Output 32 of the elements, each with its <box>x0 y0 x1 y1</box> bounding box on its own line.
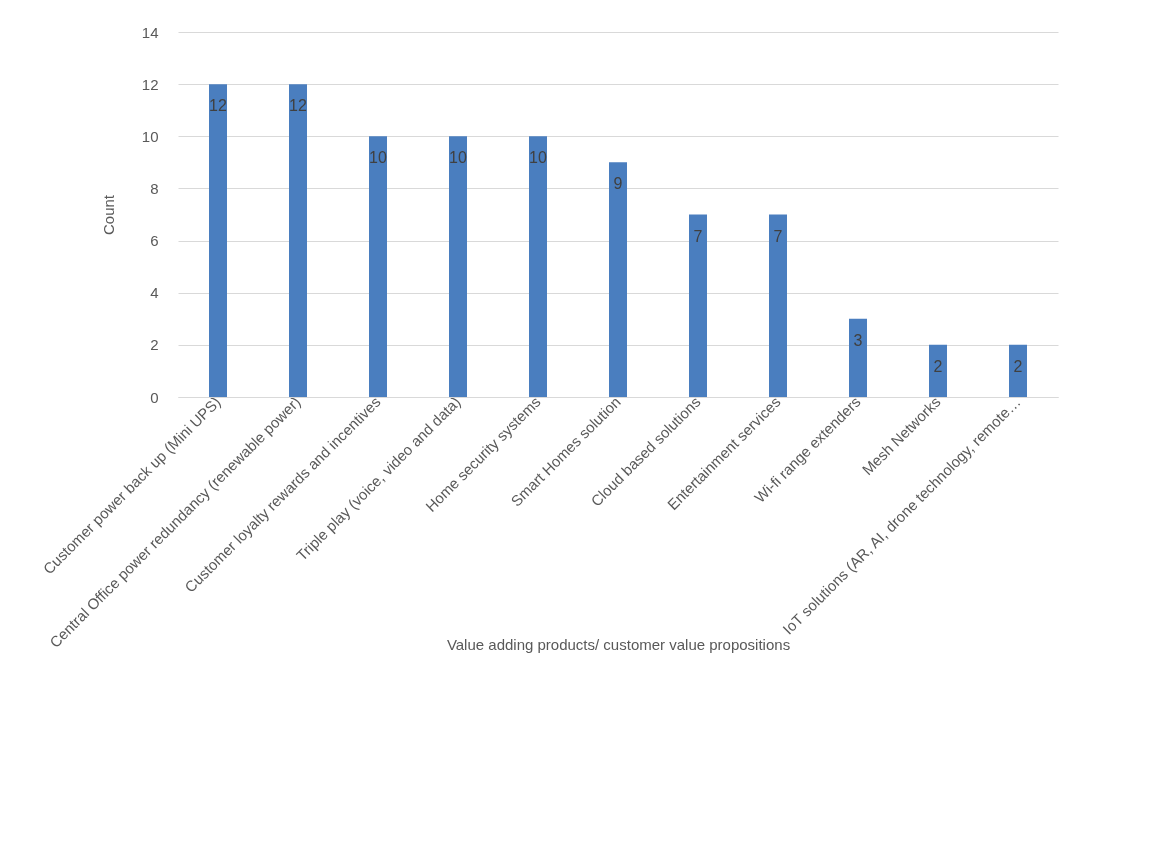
y-tick-label: 6 <box>150 232 159 250</box>
data-label: 10 <box>449 149 467 167</box>
bar <box>529 136 547 397</box>
bar <box>209 84 227 397</box>
bar <box>929 344 947 397</box>
data-label: 12 <box>289 97 307 115</box>
y-tick-label: 0 <box>150 388 159 406</box>
y-axis-title: Count <box>99 194 117 236</box>
data-label: 9 <box>613 175 623 193</box>
data-label: 2 <box>1013 357 1023 375</box>
x-axis-title: Value adding products/ customer value propositions <box>446 635 791 653</box>
y-tick-label: 4 <box>150 284 159 302</box>
data-label: 2 <box>933 357 943 375</box>
bar <box>849 318 867 397</box>
bar <box>289 84 307 397</box>
data-label: 12 <box>209 97 227 115</box>
y-tick-label: 8 <box>150 179 159 197</box>
data-label: 10 <box>369 149 387 167</box>
data-label: 10 <box>529 149 547 167</box>
bar <box>689 214 707 397</box>
bar <box>369 136 387 397</box>
bar <box>449 136 467 397</box>
data-label: 7 <box>773 227 783 245</box>
y-tick-label: 14 <box>141 23 159 41</box>
bar <box>609 162 627 397</box>
y-tick-label: 2 <box>150 336 159 354</box>
data-label: 7 <box>693 227 703 245</box>
bar <box>769 214 787 397</box>
y-tick-label: 10 <box>141 127 159 145</box>
y-tick-label: 12 <box>141 75 159 93</box>
bar <box>1009 344 1027 397</box>
data-label: 3 <box>853 331 863 349</box>
